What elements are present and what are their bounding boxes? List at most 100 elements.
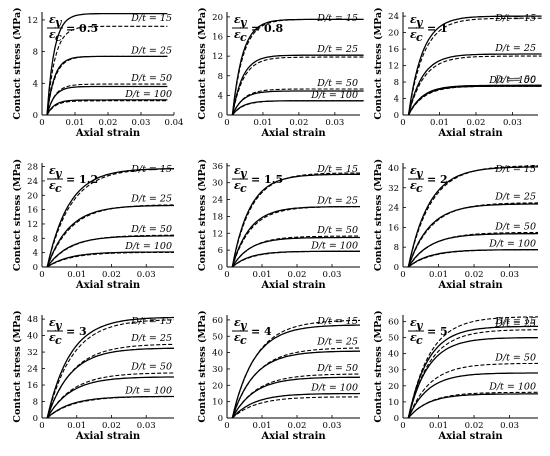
series-label: D/t = 15 (130, 316, 172, 327)
ratio-numerator: ε (234, 316, 241, 329)
y-tick-label: 40 (212, 349, 223, 359)
series-dashed-line (46, 83, 168, 116)
y-tick-label: 40 (27, 332, 38, 342)
x-tick-label: 0.04 (165, 118, 184, 128)
x-tick-label: 0.03 (323, 421, 342, 431)
series-dashed-line (407, 202, 539, 268)
y-tick-label: 36 (212, 162, 223, 172)
y-tick-label: 20 (388, 382, 399, 392)
x-axis-title: Axial strain (437, 431, 503, 442)
ratio-numerator: ε (410, 13, 417, 26)
y-tick-label: 6 (218, 246, 223, 256)
ratio-numerator-sub: y (239, 16, 248, 29)
series-dashed-line (231, 235, 360, 268)
x-tick-label: 0.02 (289, 118, 308, 128)
y-tick-label: 4 (33, 79, 38, 89)
x-axis-title: Axial strain (437, 280, 503, 291)
series-dashed-line (46, 168, 175, 268)
x-tick-label: 0 (400, 118, 405, 128)
y-tick-label: 16 (388, 45, 399, 55)
series-dashed-line (231, 319, 360, 419)
ratio-denominator-sub: c (416, 182, 423, 195)
y-tick-label: 0 (33, 111, 38, 121)
x-tick-label: 0 (400, 270, 405, 280)
series-solid-line (407, 203, 538, 268)
ratio-numerator-sub: y (239, 319, 248, 332)
x-tick-label: 0.03 (500, 421, 519, 431)
series-dashed-line (46, 204, 174, 268)
ratio-denominator-sub: c (240, 334, 247, 347)
series-dashed-line (407, 55, 542, 116)
ratio-numerator-sub: y (239, 167, 248, 180)
series-solid-line (231, 90, 364, 116)
y-axis-title: Contact stress (MPa) (373, 159, 384, 271)
y-tick-label: 0 (218, 111, 223, 121)
series-label: D/t = 100 (124, 241, 172, 252)
x-tick-label: 0.03 (132, 118, 151, 128)
series-solid-line (407, 15, 542, 116)
series-label: D/t = 25 (494, 318, 536, 329)
y-tick-label: 12 (212, 229, 223, 239)
series-dashed-line (231, 373, 360, 419)
y-tick-label: 24 (388, 12, 399, 22)
x-tick-label: 0 (224, 118, 229, 128)
y-tick-label: 20 (212, 13, 223, 23)
series-dashed-line (231, 56, 364, 116)
y-tick-label: 24 (27, 365, 38, 375)
series-label: D/t = 100 (310, 382, 358, 393)
series-label: D/t = 50 (130, 224, 172, 235)
series-label: D/t = 100 (488, 381, 536, 392)
series-solid-line (407, 372, 538, 419)
ratio-denominator-sub: c (55, 182, 62, 195)
series-label: D/t = 15 (494, 13, 536, 24)
ratio-denominator-sub: c (416, 31, 423, 44)
y-tick-label: 8 (33, 234, 38, 244)
y-axis-title: Contact stress (MPa) (373, 7, 384, 119)
ratio-denominator: ε (410, 179, 417, 192)
y-tick-label: 20 (212, 381, 223, 391)
x-tick-label: 0.02 (288, 270, 307, 280)
y-tick-label: 0 (394, 263, 399, 273)
series-dashed-line (46, 55, 168, 116)
ratio-value: = 5 (427, 325, 448, 338)
ratio-denominator: ε (49, 179, 56, 192)
x-tick-label: 0.01 (67, 421, 86, 431)
series-label: D/t = 50 (494, 74, 536, 85)
y-tick-label: 8 (33, 398, 38, 408)
x-tick-label: 0.01 (66, 118, 85, 128)
series-dashed-line (46, 319, 174, 419)
x-tick-label: 0 (39, 421, 44, 431)
series-solid-line (231, 54, 364, 116)
series-dashed-line (407, 249, 538, 268)
x-tick-label: 0.02 (102, 270, 121, 280)
y-tick-label: 50 (388, 334, 399, 344)
y-tick-label: 24 (388, 204, 399, 214)
y-tick-label: 4 (33, 249, 38, 259)
series-label: D/t = 50 (130, 73, 172, 84)
y-tick-label: 48 (27, 315, 38, 325)
series-solid-line (46, 99, 168, 116)
series-solid-line (407, 325, 538, 419)
y-tick-label: 60 (212, 316, 223, 326)
y-tick-label: 8 (394, 78, 399, 88)
ratio-denominator: ε (410, 331, 417, 344)
series-dashed-line (407, 316, 539, 419)
series-solid-line (46, 55, 168, 116)
y-tick-label: 8 (394, 243, 399, 253)
x-axis-title: Axial strain (75, 431, 141, 442)
y-tick-label: 20 (388, 29, 399, 39)
series-solid-line (407, 85, 542, 116)
y-axis-title: Contact stress (MPa) (197, 7, 208, 119)
y-tick-label: 50 (212, 332, 223, 342)
ratio-denominator-sub: c (240, 31, 247, 44)
series-dashed-line (231, 206, 360, 268)
x-tick-label: 0.01 (253, 118, 272, 128)
ratio-value: = 0.5 (66, 22, 98, 35)
series-dashed-line (231, 396, 361, 419)
y-tick-label: 32 (27, 348, 38, 358)
series-label: D/t = 15 (316, 316, 358, 327)
